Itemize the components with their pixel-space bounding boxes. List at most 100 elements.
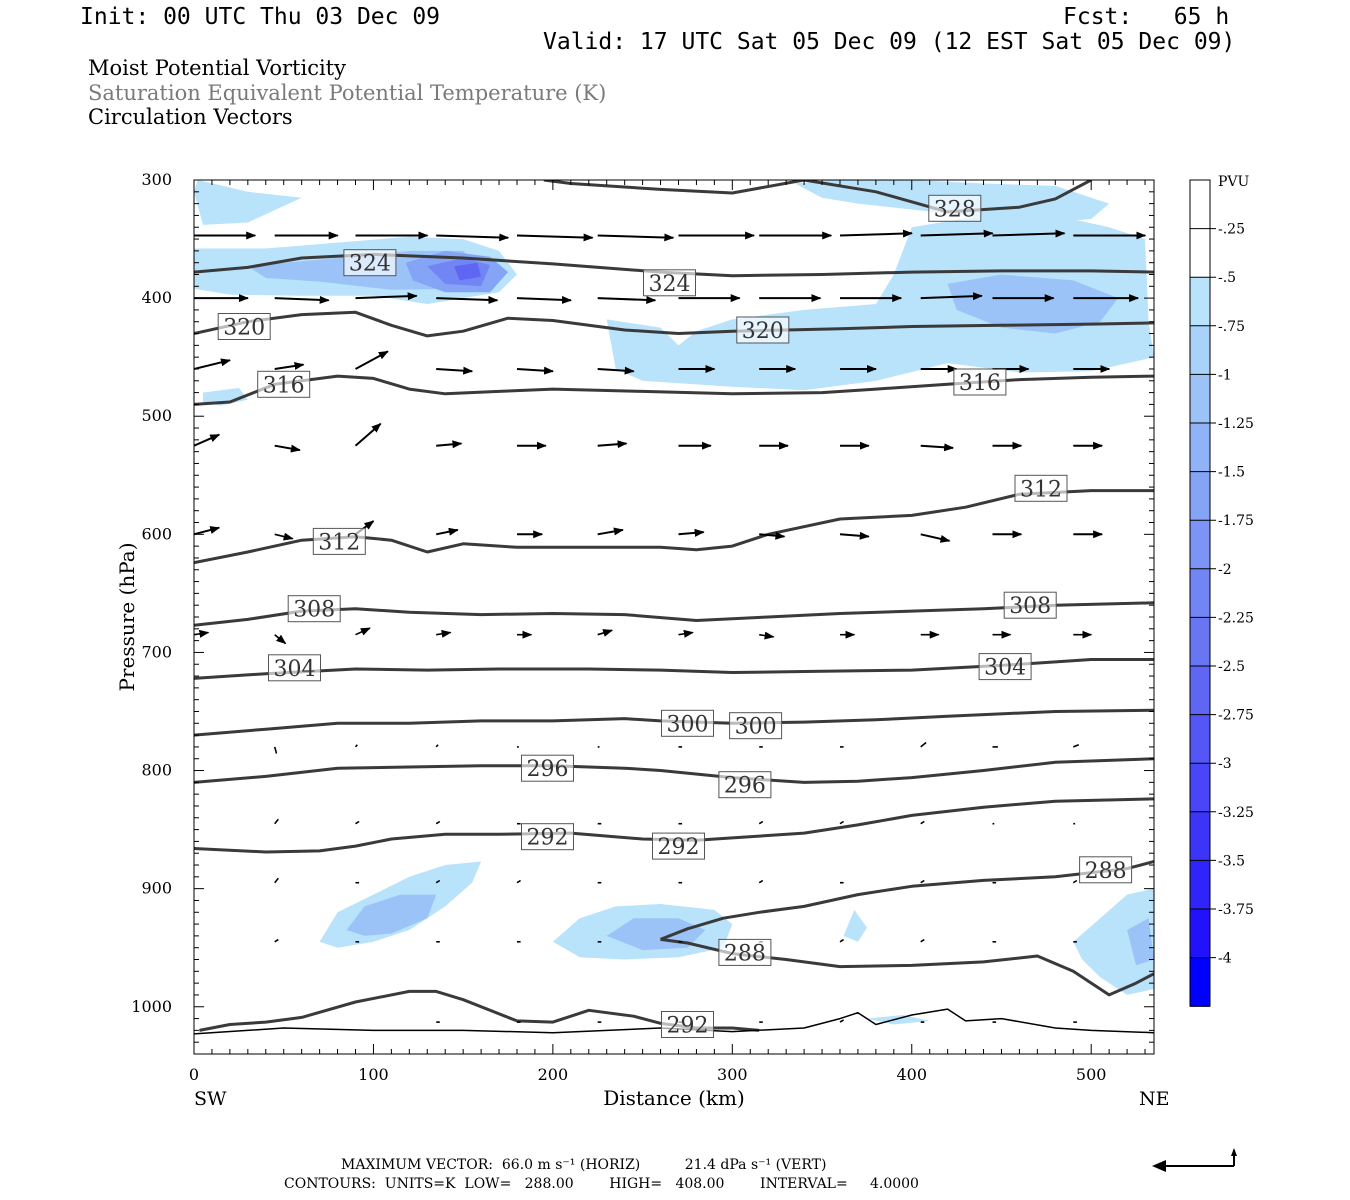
contour-info-note: CONTOURS: UNITS=K LOW= 288.00 HIGH= 408.… xyxy=(284,1176,919,1192)
x-end-label-sw: SW xyxy=(194,1088,227,1110)
circulation-vector xyxy=(839,820,845,825)
circulation-vector xyxy=(839,229,913,238)
contour-label-box xyxy=(661,1011,714,1038)
colorbar-cell xyxy=(1190,423,1210,473)
contour-label-box xyxy=(718,938,772,966)
circulation-vector xyxy=(759,631,775,640)
contour-label-box xyxy=(643,269,696,297)
circulation-vector xyxy=(758,820,764,825)
contour-label: 300 xyxy=(735,715,777,740)
circulation-vector xyxy=(516,366,554,375)
colorbar-label: -.75 xyxy=(1218,319,1245,335)
circulation-vector xyxy=(920,741,927,748)
colorbar-cell xyxy=(1190,909,1210,959)
circulation-vector xyxy=(355,820,360,825)
x-tick-label: 300 xyxy=(717,1065,748,1084)
contour-label: 304 xyxy=(274,657,316,682)
colorbar-cell xyxy=(1190,228,1210,278)
x-tick-label: 0 xyxy=(189,1065,199,1084)
pv-region xyxy=(1127,918,1154,966)
contour-label-box xyxy=(1014,474,1068,502)
circulation-vector xyxy=(920,533,951,543)
contour-label-box xyxy=(729,712,783,740)
circulation-vector xyxy=(839,1019,845,1023)
circulation-vector xyxy=(516,295,572,304)
circulation-vector xyxy=(355,292,418,301)
circulation-vector xyxy=(436,366,474,375)
circulation-vector xyxy=(355,350,389,370)
colorbar-label: -3.25 xyxy=(1218,805,1254,821)
circulation-vectors xyxy=(194,229,1147,1023)
contour-label: 328 xyxy=(934,197,976,222)
field-title-vectors: Circulation Vectors xyxy=(88,105,293,129)
circulation-vector xyxy=(758,879,764,884)
y-tick-label: 700 xyxy=(141,642,172,661)
contour-labels: 328 324 324 320 320 316 316 312 312 308 308 304 304 3… xyxy=(217,194,1133,1039)
theta-es-contour xyxy=(194,1008,1154,1035)
contour-label-box xyxy=(652,832,705,860)
theta-es-contour xyxy=(194,708,1154,737)
y-tick-label: 900 xyxy=(141,879,172,898)
pv-region xyxy=(194,180,302,225)
contour-label: 324 xyxy=(349,252,391,277)
circulation-vector xyxy=(597,295,657,304)
circulation-vector xyxy=(1072,743,1080,748)
theta-es-contour xyxy=(543,180,1092,214)
circulation-vector xyxy=(678,528,705,537)
circulation-vector xyxy=(194,358,231,370)
colorbar-cell xyxy=(1190,471,1210,521)
circulation-vector xyxy=(839,531,870,540)
contour-label: 296 xyxy=(724,774,766,799)
circulation-vector xyxy=(274,938,279,943)
contour-label: 288 xyxy=(724,941,766,966)
contour-label: 316 xyxy=(263,373,305,398)
circulation-vector xyxy=(274,295,330,304)
contour-label: 300 xyxy=(667,712,709,737)
colorbar-frame xyxy=(1189,179,1211,1007)
contour-label: 320 xyxy=(223,316,265,341)
contour-label: 320 xyxy=(742,319,784,344)
colorbar-cell xyxy=(1190,520,1210,570)
theta-es-contour xyxy=(194,757,1154,784)
colorbar-cell xyxy=(1190,860,1210,910)
contour-label-box xyxy=(718,771,772,799)
contour-label-box xyxy=(521,754,574,782)
circulation-vector xyxy=(920,820,925,825)
colorbar-label: -3.75 xyxy=(1218,902,1254,918)
pv-region xyxy=(1073,888,1154,995)
circulation-vector xyxy=(597,366,635,375)
colorbar-label: -4 xyxy=(1218,951,1232,967)
circulation-vector xyxy=(435,820,441,825)
max-vector-note: MAXIMUM VECTOR: 66.0 m s⁻¹ (HORIZ) 21.4 … xyxy=(341,1157,827,1173)
y-tick-label: 400 xyxy=(141,288,172,307)
contour-label: 288 xyxy=(1085,859,1127,884)
y-tick-label: 1000 xyxy=(131,997,172,1016)
circulation-vector xyxy=(436,629,452,638)
y-tick-label: 500 xyxy=(141,406,172,425)
contour-label-box xyxy=(343,249,397,277)
circulation-vector xyxy=(355,627,371,636)
circulation-vector xyxy=(597,629,614,637)
x-tick-label: 200 xyxy=(538,1065,569,1084)
contour-label-box xyxy=(217,313,271,340)
circulation-vector xyxy=(435,879,441,884)
x-tick-label: 500 xyxy=(1076,1065,1107,1084)
colorbar-cell xyxy=(1190,277,1210,327)
colorbar-label: -1.75 xyxy=(1218,513,1254,529)
circulation-vector xyxy=(354,422,382,447)
circulation-vector xyxy=(273,746,278,754)
circulation-vector xyxy=(597,440,628,449)
pv-region xyxy=(866,1015,930,1025)
colorbar-cell xyxy=(1190,666,1210,716)
pv-region xyxy=(947,274,1119,334)
colorbar-cell xyxy=(1190,957,1210,1007)
colorbar-label: -3 xyxy=(1218,756,1232,772)
circulation-vector xyxy=(920,938,925,943)
circulation-vector xyxy=(1072,879,1078,884)
y-axis-title: Pressure (hPa) xyxy=(115,543,139,692)
field-title-mpv: Moist Potential Vorticity xyxy=(88,56,346,80)
circulation-vector xyxy=(516,233,594,242)
y-tick-label: 800 xyxy=(141,761,172,780)
colorbar-label: -1.5 xyxy=(1218,465,1245,481)
